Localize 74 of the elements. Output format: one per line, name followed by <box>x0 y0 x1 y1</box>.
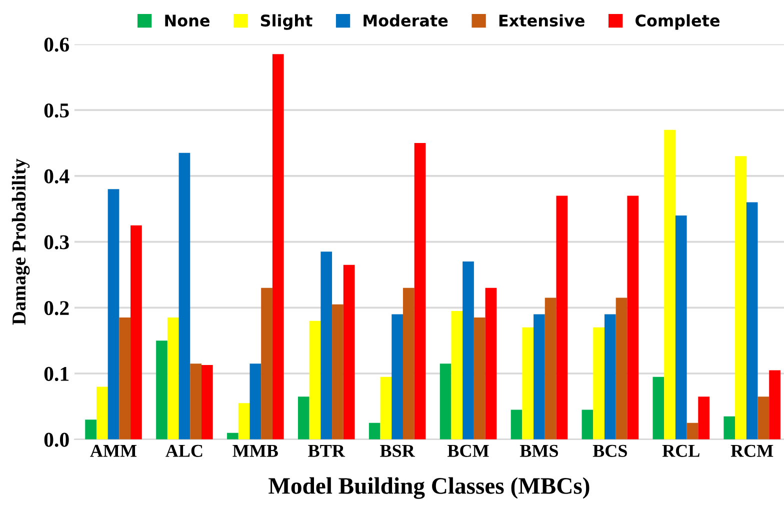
bar <box>616 298 628 440</box>
bar <box>201 364 213 440</box>
bar <box>474 318 486 440</box>
x-tick-label: BTR <box>308 444 346 457</box>
bar <box>485 288 497 440</box>
bar <box>534 314 545 440</box>
bar <box>604 314 616 440</box>
x-tick-label: BSR <box>380 444 416 457</box>
bar <box>119 318 131 440</box>
x-tick-label: BCM <box>448 444 489 457</box>
x-tick-label: RCL <box>662 444 700 457</box>
bar <box>298 396 310 440</box>
bar <box>627 196 639 440</box>
legend-label: None <box>165 14 210 27</box>
x-tick-label: MMB <box>232 444 278 457</box>
bar <box>368 422 380 440</box>
bar <box>108 189 120 440</box>
bar <box>544 298 556 440</box>
bar <box>380 376 392 440</box>
legend-label: Moderate <box>364 14 448 27</box>
bar <box>85 420 96 440</box>
bar <box>593 327 604 440</box>
bar <box>746 202 758 440</box>
bar <box>227 432 238 440</box>
bar <box>462 262 474 440</box>
y-tick-label: 0.1 <box>44 366 69 382</box>
x-tick-label: BCS <box>592 444 627 457</box>
bar <box>556 196 568 440</box>
y-tick-label: 0.3 <box>44 235 69 250</box>
bar <box>392 314 403 440</box>
bar <box>167 318 179 440</box>
bar <box>686 422 698 440</box>
bar <box>178 152 190 440</box>
bar <box>309 320 321 440</box>
bar <box>440 364 452 440</box>
bar <box>664 130 676 440</box>
y-tick-label: 0.2 <box>44 301 69 316</box>
bar <box>698 396 710 440</box>
bar <box>130 225 142 440</box>
y-tick-label: 0.4 <box>44 169 70 184</box>
bar <box>758 396 770 440</box>
x-tick-label: ALC <box>166 444 202 457</box>
bar <box>582 410 594 440</box>
bar <box>724 416 736 440</box>
bar <box>402 288 414 440</box>
bar <box>414 143 426 440</box>
bar <box>451 310 463 440</box>
legend-label: Complete <box>636 14 720 30</box>
y-tick-label: 0.6 <box>44 38 70 52</box>
legend-label: Slight <box>260 14 312 30</box>
bar <box>675 215 687 440</box>
bar <box>320 252 332 440</box>
bar <box>522 327 534 440</box>
bar <box>238 403 250 440</box>
bar <box>156 340 168 440</box>
x-tick-label: RCM <box>730 444 774 457</box>
x-tick-label: BMS <box>520 444 558 457</box>
bar <box>769 370 780 440</box>
bar <box>261 288 272 440</box>
bar <box>652 376 664 440</box>
y-axis-title: Damage Probability <box>12 158 30 325</box>
bar <box>96 386 108 440</box>
bar <box>272 54 284 440</box>
x-axis-title: Model Building Classes (MBCs) <box>268 477 590 499</box>
y-tick-label: 0.0 <box>44 432 69 447</box>
bar <box>190 364 202 440</box>
bar <box>510 410 522 440</box>
bar <box>250 364 262 440</box>
bar <box>332 304 344 440</box>
legend-label: Extensive <box>499 14 584 27</box>
bar <box>735 156 746 440</box>
x-tick-label: AMM <box>90 444 137 457</box>
y-tick-label: 0.5 <box>44 103 69 118</box>
bar <box>343 264 355 440</box>
